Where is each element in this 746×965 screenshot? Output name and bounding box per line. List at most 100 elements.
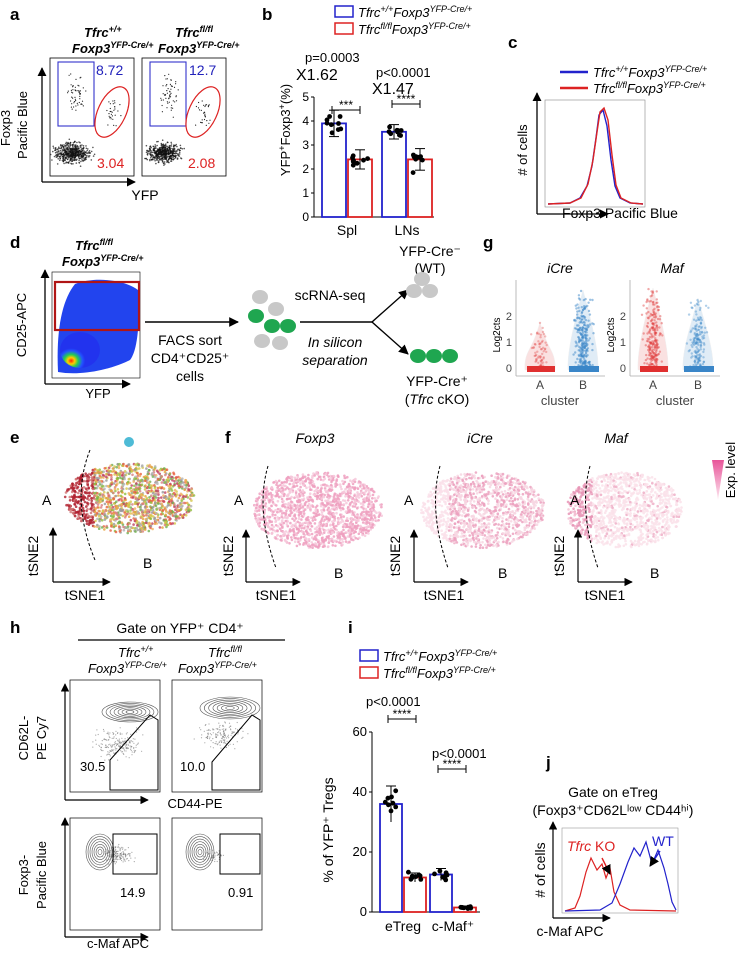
flow-event xyxy=(153,148,156,150)
flow-event xyxy=(207,106,209,108)
tsne-point xyxy=(164,473,167,477)
flow-event xyxy=(54,147,57,149)
tsne-point xyxy=(118,462,121,466)
flow-event xyxy=(72,152,74,154)
tsne-point xyxy=(86,502,90,505)
violin-point xyxy=(581,326,584,329)
tsne-small-cluster xyxy=(124,437,134,447)
flow-event xyxy=(165,149,167,152)
tsne-point xyxy=(163,506,166,510)
tsne-point xyxy=(315,533,319,537)
flow-event xyxy=(175,155,177,157)
flow-event xyxy=(162,93,164,95)
tsne-point xyxy=(254,509,257,512)
tsne-point xyxy=(142,522,145,525)
tsne-point xyxy=(299,485,302,489)
tsne-point xyxy=(298,499,302,503)
tsne-point xyxy=(121,484,125,488)
tsne-point xyxy=(296,479,300,483)
tsne-point xyxy=(330,480,333,484)
value-treg-fl: 12.7 xyxy=(189,62,216,78)
panel-letter-b: b xyxy=(262,5,272,24)
flow-event xyxy=(156,158,158,161)
flow-event xyxy=(173,157,175,160)
tsne-point xyxy=(102,470,105,474)
tsne-point xyxy=(76,476,80,480)
tsne-point xyxy=(299,482,302,485)
tsne-point xyxy=(169,521,172,525)
violin-point xyxy=(537,361,540,364)
flow-event xyxy=(156,149,159,152)
tsne-point xyxy=(317,475,321,479)
tsne-point xyxy=(377,495,380,498)
panel-a-header-1: Tfrc+/+ Foxp3YFP-Cre/+ xyxy=(72,24,154,56)
tsne-point xyxy=(289,475,293,479)
flow-event xyxy=(63,147,65,149)
violin-point xyxy=(578,298,582,301)
tsne-point xyxy=(275,489,278,493)
violin-point xyxy=(591,363,594,367)
panel-f: f Foxp3 A B tSNE2 tSNE1 iCre A B tSNE2 t… xyxy=(220,428,738,603)
tsne-point xyxy=(123,492,127,496)
tsne-point xyxy=(276,507,280,511)
flow-event xyxy=(85,158,87,160)
tsne-point xyxy=(356,487,360,491)
tsne-point xyxy=(131,473,134,477)
flow-event xyxy=(171,104,173,106)
tsne-point xyxy=(322,483,325,487)
panel-a-plot-fl: 12.7 2.08 xyxy=(141,57,227,177)
flow-event xyxy=(167,153,170,155)
f-ylabel-foxp3: tSNE2 xyxy=(220,536,236,577)
tsne-point xyxy=(341,540,345,544)
flow-event xyxy=(166,161,168,163)
tsne-point xyxy=(303,508,307,511)
violin-point xyxy=(701,335,704,338)
flow-event xyxy=(74,86,76,88)
violin-point xyxy=(687,313,691,316)
tsne-point xyxy=(149,517,153,521)
flow-event xyxy=(150,155,153,157)
violin-b-icre xyxy=(569,366,599,372)
tsne-point xyxy=(261,528,264,531)
panel-d-xlabel: YFP xyxy=(85,386,110,401)
data-point xyxy=(337,114,343,119)
violin-point xyxy=(577,294,581,297)
violin-point xyxy=(536,350,539,353)
flow-event xyxy=(71,103,73,105)
tsne-point xyxy=(153,475,157,479)
tsne-point xyxy=(344,510,348,513)
tsne-point xyxy=(268,515,272,519)
flow-event xyxy=(179,144,182,147)
violin-point xyxy=(651,318,654,321)
tsne-point xyxy=(378,511,381,514)
flow-event xyxy=(164,93,166,96)
flow-event xyxy=(71,160,74,162)
tsne-point xyxy=(159,513,163,516)
violin-point xyxy=(700,341,703,344)
flow-event xyxy=(161,161,164,163)
tsne-point xyxy=(257,509,261,512)
violin-points xyxy=(637,287,669,372)
tsne-point xyxy=(147,483,151,487)
tsne-point xyxy=(309,504,313,508)
flow-event xyxy=(159,153,162,156)
flow-event xyxy=(166,159,168,162)
tsne-point xyxy=(274,513,277,517)
tsne-point xyxy=(100,488,104,491)
tsne-point xyxy=(313,474,316,477)
flow-event xyxy=(162,150,165,152)
violin-point xyxy=(697,325,700,328)
tsne-point xyxy=(155,469,159,473)
tsne-point xyxy=(345,501,348,505)
tsne-point xyxy=(293,536,297,540)
tsne-point xyxy=(350,480,354,484)
tsne-point xyxy=(139,503,143,507)
violin-point xyxy=(545,343,548,347)
tsne-point xyxy=(94,501,98,504)
tsne-point xyxy=(356,494,359,498)
tsne-point xyxy=(85,522,89,525)
tsne-point xyxy=(344,495,347,498)
violin-point xyxy=(698,308,702,312)
violin-point xyxy=(580,336,584,339)
flow-event xyxy=(165,78,167,80)
